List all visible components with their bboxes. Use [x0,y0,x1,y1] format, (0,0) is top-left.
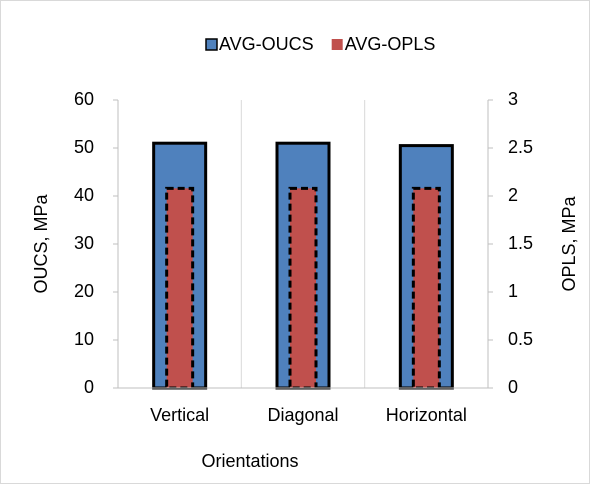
legend-swatch [205,38,218,51]
legend-swatch [331,39,343,50]
y2-axis-label: OPLS, MPa [559,195,579,291]
x-axis-label: Orientations [201,451,298,471]
y2-tick-label: 1 [508,281,518,301]
x-tick-label: Vertical [150,405,209,425]
y-tick-label: 20 [74,281,94,301]
bar [288,186,318,390]
y-axis-label: OUCS, MPa [31,194,51,294]
y-tick-label: 30 [74,233,94,253]
y2-tick-label: 0 [508,377,518,397]
y2-tick-label: 1.5 [508,233,533,253]
y-tick-label: 0 [84,377,94,397]
y2-tick-label: 2.5 [508,137,533,157]
y2-tick-label: 0.5 [508,329,533,349]
y-tick-label: 60 [74,89,94,109]
legend-label: AVG-OUCS [219,34,314,54]
y-tick-label: 50 [74,137,94,157]
y2-tick-label: 3 [508,89,518,109]
x-tick-label: Diagonal [267,405,338,425]
y-tick-label: 40 [74,185,94,205]
y2-tick-label: 2 [508,185,518,205]
bar [165,186,195,390]
x-tick-label: Horizontal [386,405,467,425]
bar [411,186,441,390]
y-tick-label: 10 [74,329,94,349]
legend-label: AVG-OPLS [345,34,436,54]
